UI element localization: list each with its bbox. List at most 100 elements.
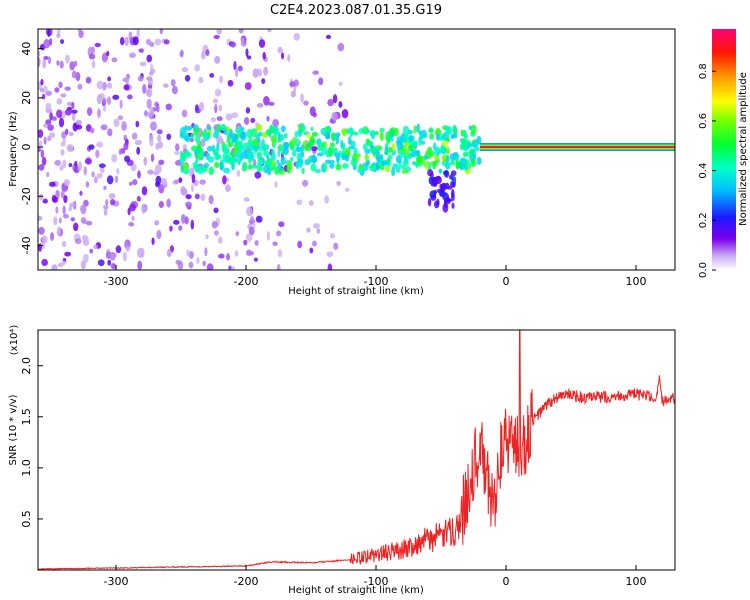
heat-cell [70,109,78,114]
heat-cell [216,29,222,35]
heat-cell [112,94,120,100]
heat-cell [348,145,355,150]
heat-cell [223,167,231,174]
heat-cell [213,207,219,214]
heat-cell [205,234,209,240]
heat-cell [107,76,111,82]
heat-cell [188,250,194,259]
heat-cell [231,112,239,119]
heat-cell [341,153,346,161]
heat-cell [132,36,139,46]
heat-cell [214,104,218,114]
heat-cell [263,95,270,106]
heat-cell [169,225,173,232]
heat-cell [166,249,172,258]
heat-cell [222,152,227,163]
heat-cell [428,128,434,133]
heat-cell [231,133,238,141]
heat-cell [41,93,46,100]
heat-cell [62,205,66,215]
heat-cell [47,29,51,38]
heat-cell [472,139,476,145]
heat-cell [230,157,236,166]
heat-cell [243,239,248,246]
heat-cell [341,108,349,119]
heat-cell [306,133,311,139]
heat-cell [190,219,195,230]
heat-cell [151,237,155,245]
heat-cell [146,98,152,109]
heat-cell [309,106,316,117]
spectrogram-y-tick-label: -40 [20,236,33,254]
heat-cell [48,181,56,187]
heat-cell [97,108,101,118]
heat-cell [251,164,259,169]
snr-y-tick-label: 1.0 [20,459,33,477]
heat-cell [225,155,231,163]
heat-cell [38,129,44,139]
heat-cell [416,123,421,133]
heat-cell [316,152,324,157]
heat-cell [216,123,221,133]
heat-cell [40,149,45,159]
heat-cell [88,144,95,150]
heat-cell [337,42,345,52]
heat-cell [267,29,272,33]
heat-cell [446,146,450,155]
spectrogram-x-tick-label: 100 [626,275,647,288]
heat-cell [217,137,224,143]
heat-cell [429,190,437,199]
heat-cell [338,101,343,108]
heat-cell [297,240,303,249]
heat-cell [443,132,447,141]
heat-cell [51,116,57,121]
heat-cell [60,149,65,156]
heat-cell [42,198,48,204]
heat-cell [43,39,51,49]
heat-cell [173,219,180,225]
heat-cell [447,185,453,190]
heat-cell [188,261,194,269]
spectrogram-x-label: Height of straight line (km) [288,286,424,297]
heat-cell [428,176,433,185]
heat-cell [38,57,41,67]
heat-cell [180,214,186,224]
heat-cell [462,129,467,138]
heat-cell [445,198,453,203]
heat-cell [324,134,331,140]
colorbar-tick-label: 0.2 [698,212,709,228]
heat-cell [190,184,195,193]
heat-cell [466,151,472,157]
heat-cell [329,162,335,169]
heat-cell [42,59,46,69]
heat-cell [217,236,223,244]
heat-cell [348,136,352,142]
heat-cell [77,83,83,90]
heat-cell [470,158,476,168]
snr-x-tick-label: 100 [626,575,647,588]
heat-cell [119,99,123,109]
heat-cell [301,167,305,175]
heat-cell [174,150,180,156]
heat-cell [272,241,278,246]
heat-cell [245,233,253,242]
heat-cell [185,194,192,200]
heat-cell [276,159,280,164]
heat-cell [166,133,172,140]
snr-y-tick-label: 0.5 [20,510,33,528]
heat-cell [381,161,388,166]
heat-cell [156,229,162,240]
spectrogram-frame [37,28,676,271]
heat-cell [62,159,67,169]
heat-cell [296,147,303,152]
heat-cell [379,130,384,141]
heat-cell [327,263,333,270]
heat-cell [220,124,227,131]
heat-cell [68,205,73,212]
heat-cell [41,235,48,244]
heat-cell [86,107,93,116]
heat-cell [271,148,275,156]
heat-cell [136,195,141,202]
heat-cell [196,145,202,154]
heat-cell [362,143,368,151]
